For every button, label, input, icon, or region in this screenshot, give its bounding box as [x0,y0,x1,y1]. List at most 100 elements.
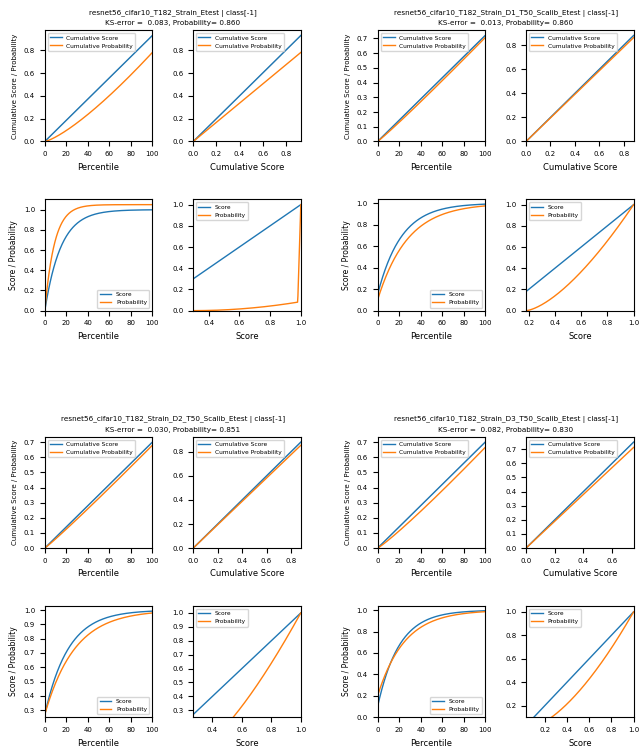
Cumulative Score [613,48,621,57]
Cumulative Score [297,31,305,40]
Cumulative Probability [465,50,472,59]
Probability [41,710,49,719]
Line: Score: Score [45,611,152,714]
X-axis label: Cumulative Score: Cumulative Score [543,569,617,578]
Cumulative Probability [522,544,530,553]
Score [440,610,447,619]
Cumulative Probability [438,77,445,86]
Cumulative Probability [148,441,156,450]
Line: Cumulative Score: Cumulative Score [526,442,634,548]
Cumulative Score [586,480,594,489]
Line: Cumulative Probability: Cumulative Probability [45,445,152,548]
Cumulative Probability [620,452,627,461]
Line: Cumulative Score: Cumulative Score [45,35,152,141]
X-axis label: Percentile: Percentile [410,738,452,747]
Text: resnet56_cifar10_T182_Strain_D3_T50_Scalib_Etest | class[-1]: resnet56_cifar10_T182_Strain_D3_T50_Scal… [394,416,618,424]
Score [253,649,261,658]
Cumulative Probability [189,544,197,553]
Probability [374,295,381,304]
Cumulative Probability [148,48,156,57]
Score [132,205,140,214]
Probability [586,673,594,683]
Score [41,710,49,719]
Cumulative Probability [586,484,594,493]
Line: Cumulative Score: Cumulative Score [193,442,301,548]
Cumulative Score [107,479,115,488]
Cumulative Score [253,74,261,83]
Probability [255,677,263,686]
Text: resnet56_cifar10_T182_Strain_D1_T50_Scalib_Etest | class[-1]: resnet56_cifar10_T182_Strain_D1_T50_Scal… [394,10,618,17]
X-axis label: Percentile: Percentile [410,163,452,171]
X-axis label: Percentile: Percentile [77,569,120,578]
Cumulative Score [104,74,112,83]
Cumulative Probability [42,544,49,553]
Cumulative Probability [42,137,49,146]
X-axis label: Percentile: Percentile [77,738,120,747]
Probability [630,200,637,209]
Legend: Score, Probability: Score, Probability [529,609,581,627]
Line: Score: Score [378,204,485,294]
Score [189,274,197,283]
Cumulative Probability [132,458,140,467]
Cumulative Score [522,137,530,146]
Probability [588,255,596,264]
Score [465,607,472,616]
Cumulative Score [41,137,49,146]
Cumulative Probability [374,137,381,146]
Score [41,306,49,315]
Line: Probability: Probability [378,612,485,696]
Cumulative Probability [107,90,115,99]
Cumulative Score [104,481,112,490]
Score [255,229,263,238]
Score [374,290,381,299]
Cumulative Probability [471,453,479,462]
Cumulative Score [189,544,197,553]
Cumulative Probability [613,459,621,468]
Cumulative Score [522,544,530,553]
Probability [630,607,637,616]
Probability [189,306,197,315]
Probability [440,613,447,622]
Probability [465,609,472,618]
Probability [522,724,530,733]
Cumulative Probability [280,62,288,71]
Probability [132,200,140,209]
Cumulative Score [471,41,479,50]
Cumulative Probability [471,43,479,52]
Probability [253,303,261,312]
Text: KS-error =  0.030, Probability= 0.851: KS-error = 0.030, Probability= 0.851 [105,427,241,433]
Score [104,612,112,621]
Cumulative Probability [481,33,489,42]
Line: Cumulative Probability: Cumulative Probability [526,448,634,548]
Line: Score: Score [193,205,301,279]
Probability [132,611,140,620]
Score [287,207,294,216]
Score [253,230,261,239]
Line: Cumulative Score: Cumulative Score [378,442,485,548]
Score [42,304,49,313]
Probability [107,200,115,209]
Legend: Score, Probability: Score, Probability [97,290,150,308]
Probability [374,690,382,699]
Legend: Cumulative Score, Cumulative Probability: Cumulative Score, Cumulative Probability [529,439,617,458]
Cumulative Score [42,543,49,552]
Line: Probability: Probability [193,205,301,310]
X-axis label: Score: Score [236,332,259,341]
Probability [437,211,445,220]
Cumulative Score [522,543,530,552]
Score [437,611,445,620]
Probability [620,214,627,223]
Probability [41,306,49,315]
Cumulative Score [253,74,260,83]
Probability [465,203,472,212]
Line: Probability: Probability [526,612,634,729]
Cumulative Score [105,480,113,489]
Legend: Score, Probability: Score, Probability [430,697,483,714]
Probability [297,200,305,209]
Y-axis label: Score / Probability: Score / Probability [9,627,19,696]
Y-axis label: Cumulative Score / Probability: Cumulative Score / Probability [345,33,351,138]
Cumulative Score [138,41,146,50]
Score [255,648,263,657]
Cumulative Probability [41,544,49,553]
Cumulative Probability [437,77,445,86]
